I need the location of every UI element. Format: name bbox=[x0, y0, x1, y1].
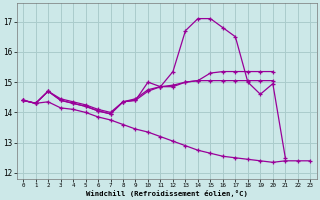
X-axis label: Windchill (Refroidissement éolien,°C): Windchill (Refroidissement éolien,°C) bbox=[86, 190, 248, 197]
